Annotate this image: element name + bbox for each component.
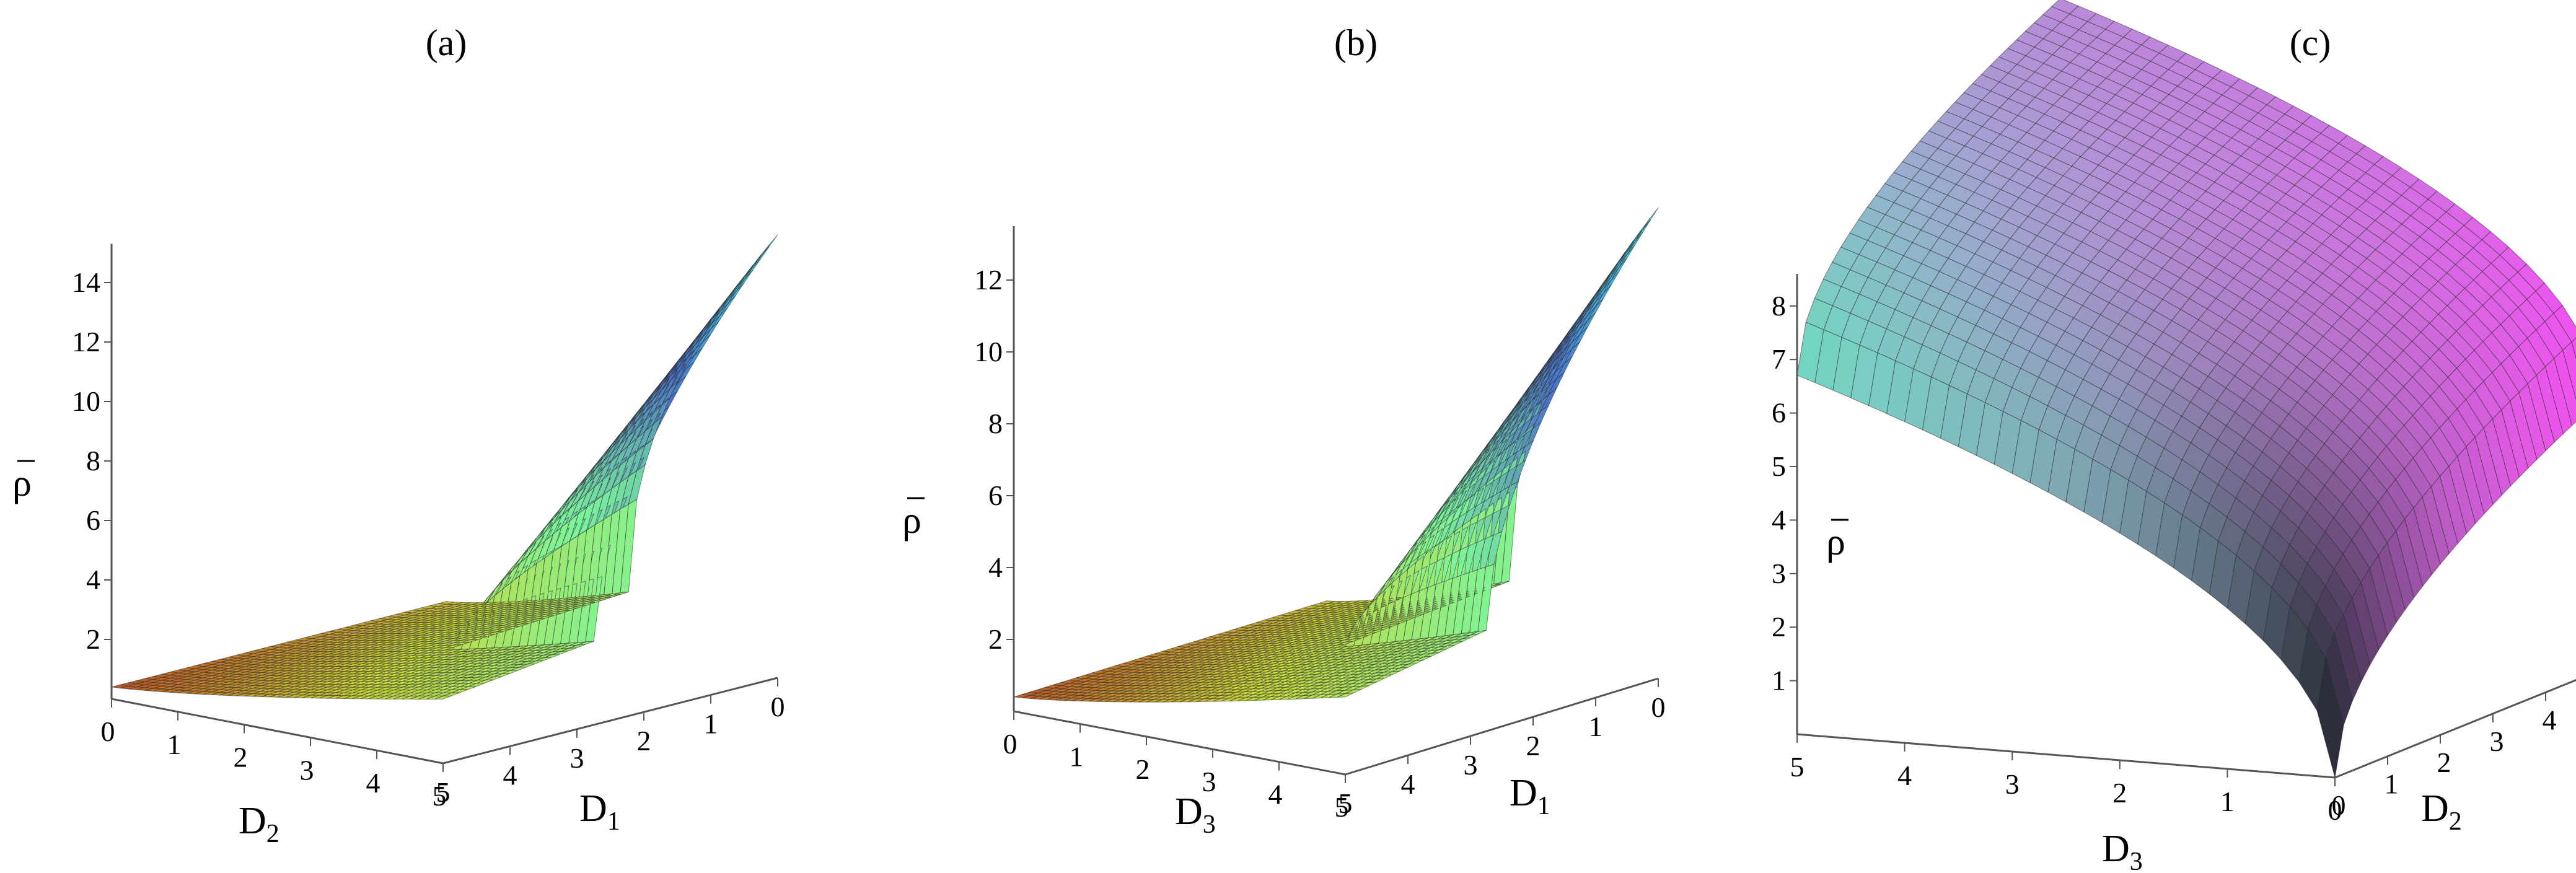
front-tick-label: 0 [1003,728,1018,760]
z-tick-label: 2 [86,623,100,655]
z-tick-label: 7 [1772,343,1786,375]
right-tick-label: 3 [570,742,584,774]
right-tick-label: 1 [704,708,718,740]
z-tick-label: 4 [1772,504,1786,535]
axis-line-right [442,677,778,765]
axis-label-right: D2 [2421,787,2462,836]
axis-line-front [111,698,444,765]
right-tick-label: 4 [1401,768,1415,800]
axis-line-right [1345,677,1659,776]
right-tick-label: 5 [1339,787,1353,819]
surface-cell [111,684,129,689]
right-tick-label: 0 [2332,789,2346,821]
axis-line-left [1796,733,2336,779]
axis-label-right: D1 [1510,772,1550,820]
panel-title-a: (a) [425,22,467,63]
axis-label-right: D1 [579,787,620,836]
panel-title-b: (b) [1334,22,1378,63]
z-tick-label: 12 [974,264,1003,296]
right-tick-label: 0 [771,691,785,722]
right-tick-label: 0 [1651,691,1666,723]
front-tick-label: 1 [167,729,182,760]
right-tick-label: 3 [1464,749,1478,781]
right-tick-label: 1 [2385,768,2399,800]
left-tick-label: 3 [2005,768,2020,800]
left-tick-label: 0 [2328,794,2342,826]
surface-cell [2316,657,2344,778]
z-tick-label: 10 [72,385,100,417]
chart-c: 12345678543210012345D3D2ρ [1772,0,2576,873]
z-tick-label: 6 [1772,397,1786,429]
axis-line-right [2334,678,2576,779]
z-axis-label: ρ [902,499,921,542]
front-tick-label: 4 [1268,779,1283,810]
axis-line-front [1013,710,1346,776]
front-tick-label: 4 [366,767,380,799]
z-axis-label: ρ [1826,521,1845,563]
z-tick-label: 1 [1772,665,1786,696]
panel-c: (c) 12345678543210012345D3D2ρ [1718,0,2576,873]
right-tick-label: 2 [2437,747,2451,778]
right-tick-label: 2 [637,725,651,757]
z-tick-label: 8 [1772,290,1786,322]
left-tick-label: 5 [1790,751,1805,783]
right-tick-label: 1 [1589,711,1603,742]
right-tick-label: 2 [1526,730,1541,761]
z-tick-label: 8 [988,408,1003,439]
front-tick-label: 3 [300,754,314,786]
axis-label-front: D2 [239,800,279,848]
z-tick-label: 8 [86,445,100,476]
front-tick-label: 2 [234,742,248,773]
right-tick-label: 5 [436,776,451,808]
right-tick-label: 3 [2490,726,2504,757]
axis-label-left: D3 [2102,828,2143,870]
right-tick-label: 4 [503,759,517,791]
front-tick-label: 1 [1070,740,1084,772]
front-tick-label: 5 [1335,791,1349,823]
right-tick-label: 4 [2543,704,2557,735]
z-tick-label: 10 [974,336,1003,367]
left-tick-label: 1 [2220,786,2235,817]
z-tick-label: 3 [1772,558,1786,589]
panel-a: (a) 2 4 6 8 10 12 14 0 1 2 3 4 5 5 4 3 2 1 0 D2 D1 ρ [0,0,859,870]
axis-label-front: D3 [1175,791,1216,839]
surface-cell [1013,694,1031,698]
left-tick-label: 2 [2112,777,2127,809]
z-tick-label: 4 [988,551,1003,583]
front-tick-label: 5 [433,780,447,812]
front-tick-label: 2 [1136,753,1150,785]
z-axis-label: ρ [12,462,32,504]
z-tick-label: 2 [1772,611,1786,643]
left-tick-label: 4 [1897,760,1912,791]
z-tick-label: 5 [1772,450,1786,482]
z-tick-label: 6 [86,504,100,536]
z-tick-label: 14 [72,266,100,298]
z-tick-label: 6 [988,480,1003,511]
front-tick-label: 3 [1202,766,1216,797]
front-tick-label: 0 [101,716,115,747]
z-tick-label: 4 [86,564,100,595]
z-tick-label: 2 [988,623,1003,655]
z-tick-label: 12 [72,326,100,358]
panel-b: (b) 2 4 6 8 10 12 0 1 2 3 4 5 5 4 3 2 1 0 D3 D1 ρ [859,0,1718,870]
panel-title-c: (c) [2289,22,2331,63]
